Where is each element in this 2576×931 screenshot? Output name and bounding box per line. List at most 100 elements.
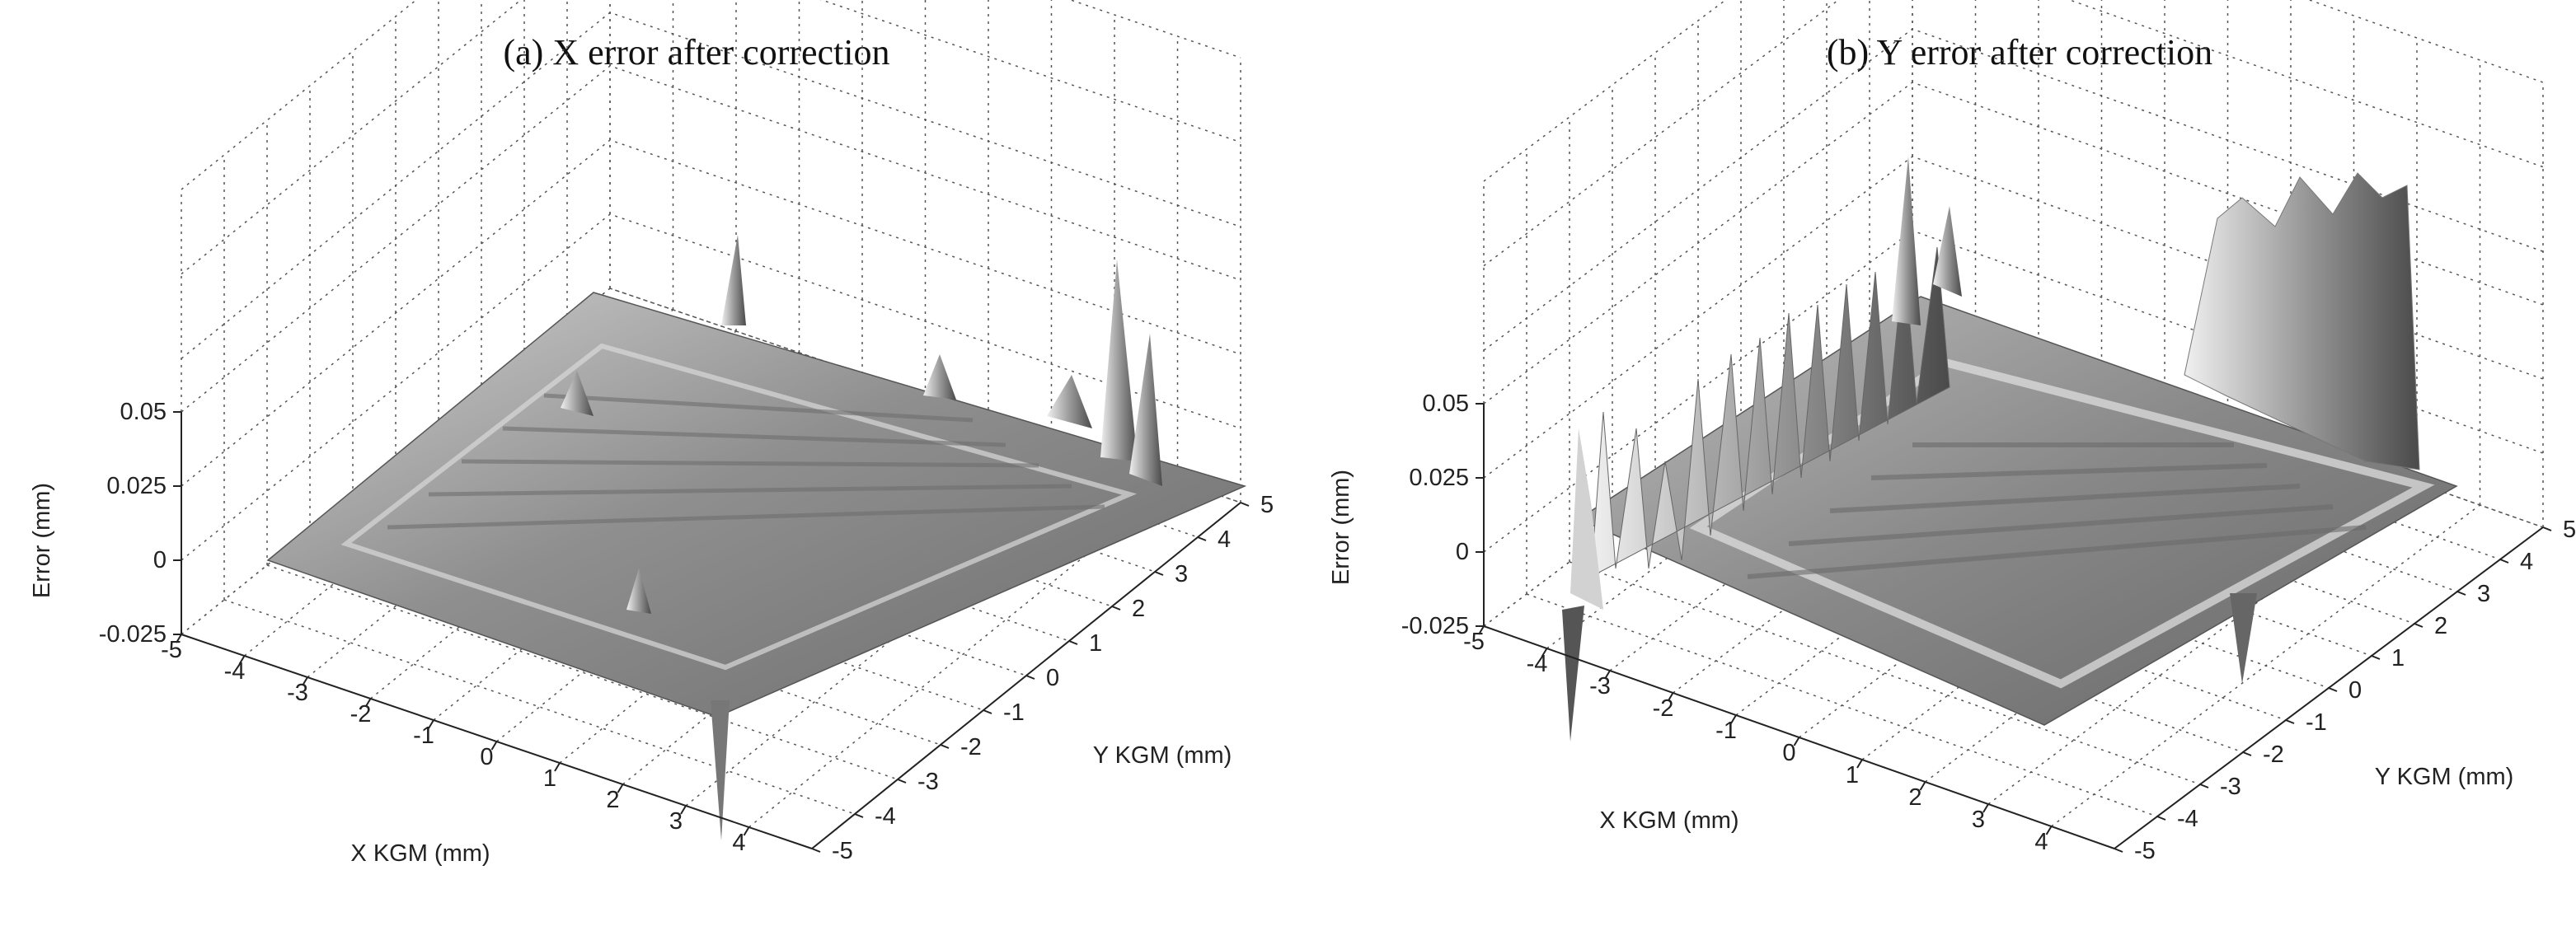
x-tick-label: -2 [350,701,372,727]
y-tick-mark [1111,606,1121,611]
y-tick-label: -4 [875,803,896,830]
y-tick-mark [897,779,907,784]
x-tick-mark [1793,737,1800,746]
x-tick-mark [2045,826,2053,835]
z-tick-label: -0.025 [99,621,167,648]
x-tick-mark [743,826,750,836]
y-tick-mark [2199,784,2209,788]
z-tick-label: 0.025 [1409,465,1469,491]
grid-line [181,0,1241,190]
spike-b-3 [1562,606,1584,742]
x-tick-mark [1478,625,1485,635]
y-tick-mark [854,813,864,818]
x-tick-label: 1 [1846,762,1859,788]
y-tick-mark [2414,623,2424,628]
surface-inner-a [340,343,1137,671]
x-tick-label: -3 [1589,673,1611,699]
spike-b-2 [1933,206,1962,297]
x-tick-mark [428,719,434,729]
grid-line [1483,0,2544,182]
z-tick-label: -0.025 [1401,613,1469,639]
y-tick-label: -5 [2134,838,2156,864]
spike-a-5 [923,354,956,400]
y-tick-label: -3 [2220,774,2241,800]
spike-a-2 [1100,260,1138,461]
x-tick-label: 4 [732,830,745,856]
x-tick-mark [176,634,182,643]
grid-line [181,213,1241,561]
y-tick-label: 3 [1175,561,1188,587]
x-tick-label: -5 [1463,629,1485,655]
grid-line [181,65,1241,413]
x-tick-label: 4 [2034,829,2048,855]
x-axis-label-b: X KGM (mm) [1599,807,1738,834]
x-tick-mark [1919,781,1926,791]
grid-line [1569,561,2201,785]
spike-b-5 [1570,428,1603,610]
x-tick-label: 2 [1908,784,1921,811]
y-tick-mark [1154,571,1164,576]
y-tick-mark [2542,526,2552,531]
y-tick-mark [2499,559,2509,564]
wall-b [2184,172,2420,470]
axes-b: -5 -4 -3 -2 -1 0 1 2 3 4 -5 -4 -3 -2 -1 0 1 2 3 4 5 -0.025 0 0.… [1401,391,2576,864]
spike-a-8 [626,568,651,614]
y-tick-mark [2242,751,2252,756]
spike-a-6 [1047,375,1092,428]
x-tick-label: -3 [287,680,308,706]
y-tick-mark [2156,816,2166,821]
x-tick-mark [554,762,561,772]
y-axis-label-b: Y KGM (mm) [2375,764,2514,790]
y-tick-label: 2 [2434,613,2447,639]
grid-line [748,480,1178,828]
y-tick-label: 2 [1132,596,1145,622]
x-tick-mark [364,698,372,708]
x-tick-label: 3 [1972,807,1985,833]
x-tick-mark [1982,803,1989,813]
x-tick-mark [1730,714,1737,724]
y-tick-label: -5 [832,838,853,864]
y-tick-label: 5 [2563,517,2576,543]
chart-title-b: (b) Y error after correction [1827,32,2212,73]
y-tick-mark [1240,502,1250,507]
y-tick-label: -1 [1003,699,1025,726]
x-tick-mark [302,676,308,686]
y-tick-label: 1 [1089,630,1102,657]
x-tick-mark [1667,692,1674,702]
x-tick-mark [490,741,498,751]
chart-panel-a: (a) X error after correction -5 -4 -3 -2 -1 0… [29,0,1274,867]
grid-line [181,139,1241,487]
y-tick-label: -1 [2306,709,2327,736]
surface-plate-a [266,292,1247,718]
x-tick-label: 0 [480,744,493,770]
x-tick-label: 1 [543,765,556,792]
y-axis-label-a: Y KGM (mm) [1093,742,1232,769]
x-tick-label: -2 [1653,695,1674,722]
y-tick-label: 0 [2348,677,2362,704]
z-tick-label: 0.025 [106,473,167,499]
y-tick-label: 1 [2391,645,2405,671]
y-tick-mark [2371,655,2381,660]
y-tick-mark [1068,640,1078,645]
spike-a-1 [721,235,746,325]
y-tick-label: 4 [2520,549,2533,575]
x-tick-mark [617,784,624,793]
x-tick-mark [1541,648,1548,657]
surface-ridges-a [387,393,1105,530]
y-tick-mark [983,709,992,714]
spike-a-7 [561,371,594,416]
surface-plate-b [1577,296,2458,726]
surface-ridges-b [1747,442,2367,579]
x-tick-mark [680,805,687,815]
z-axis-label-b: Error (mm) [1328,470,1354,585]
y-tick-mark [2456,591,2466,596]
y-tick-label: -2 [960,734,982,760]
y-tick-label: -4 [2177,806,2198,832]
y-tick-label: -2 [2263,742,2284,768]
x-tick-label: -4 [1527,651,1548,677]
z-tick-label: 0.05 [1423,391,1469,417]
grid-line [1526,593,2158,817]
y-tick-label: 3 [2477,581,2490,607]
chart-panel-b: (b) Y error after correction -5 -4 -3 -2 -1 0… [1328,0,2576,864]
y-tick-mark [1025,675,1035,680]
